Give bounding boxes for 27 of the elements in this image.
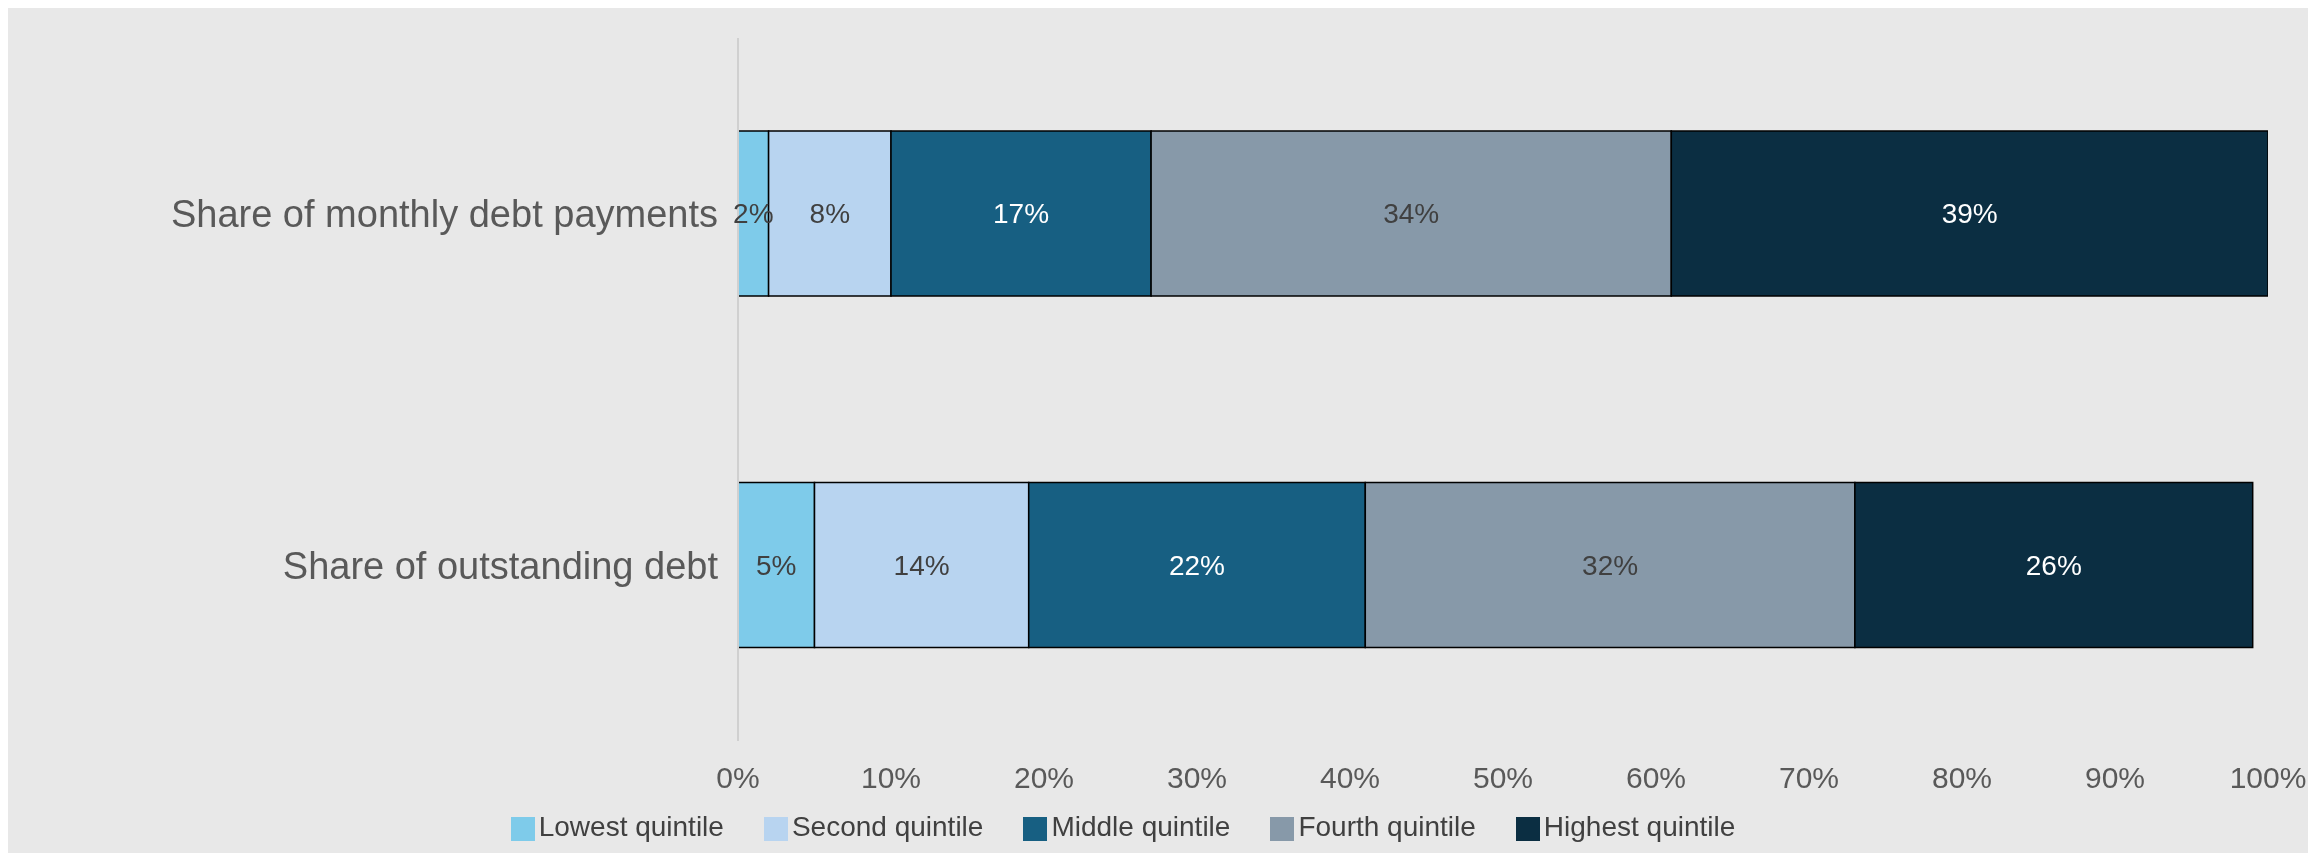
- data-label: 39%: [1941, 198, 1998, 229]
- x-tick-label: 70%: [1778, 761, 1840, 795]
- legend-label: Highest quintile: [1543, 811, 1736, 842]
- x-tick-label: 80%: [1931, 761, 1993, 795]
- data-label: 32%: [1582, 549, 1639, 581]
- x-tick-label: 90%: [2084, 761, 2146, 795]
- legend-label: Fourth quintile: [1298, 811, 1476, 842]
- legend-label: Middle quintile: [1051, 811, 1231, 842]
- data-label: 14%: [893, 549, 950, 581]
- data-label: 17%: [993, 198, 1050, 229]
- data-label: 5%: [756, 549, 797, 581]
- x-tick-label: 30%: [1166, 761, 1228, 795]
- y-tick-label: Share of outstanding debt: [282, 544, 719, 587]
- data-label: 26%: [2025, 549, 2082, 581]
- data-label: 22%: [1168, 549, 1226, 581]
- x-tick-label: 50%: [1472, 761, 1534, 795]
- y-tick-label: Share of monthly debt payments: [170, 193, 718, 236]
- legend-label: Lowest quintile: [538, 811, 724, 842]
- data-label: 34%: [1383, 198, 1440, 229]
- legend-label: Second quintile: [791, 811, 984, 842]
- x-tick-label: 40%: [1319, 761, 1381, 795]
- x-tick-label: 10%: [860, 761, 922, 795]
- x-tick-label: 0%: [716, 761, 760, 795]
- x-tick-label: 100%: [2229, 761, 2307, 795]
- data-label: 8%: [809, 198, 851, 229]
- x-tick-label: 20%: [1013, 761, 1075, 795]
- x-tick-label: 60%: [1625, 761, 1687, 795]
